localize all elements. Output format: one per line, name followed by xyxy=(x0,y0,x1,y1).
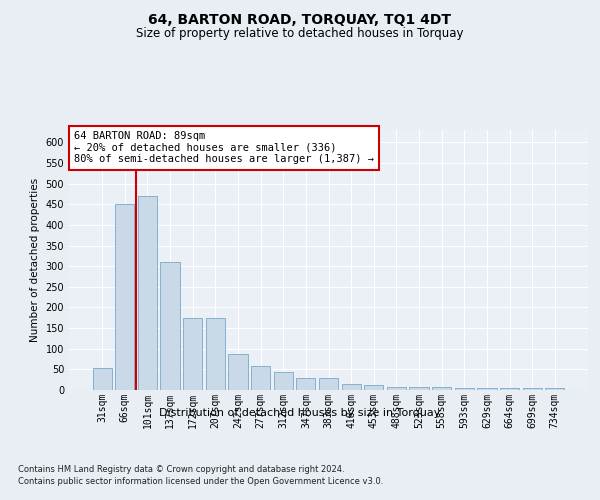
Bar xyxy=(341,384,361,390)
Text: Distribution of detached houses by size in Torquay: Distribution of detached houses by size … xyxy=(160,408,440,418)
Bar xyxy=(500,388,519,390)
Bar xyxy=(455,388,474,390)
Text: 64 BARTON ROAD: 89sqm
← 20% of detached houses are smaller (336)
80% of semi-det: 64 BARTON ROAD: 89sqm ← 20% of detached … xyxy=(74,132,374,164)
Bar xyxy=(477,388,497,390)
Y-axis label: Number of detached properties: Number of detached properties xyxy=(30,178,40,342)
Text: Contains HM Land Registry data © Crown copyright and database right 2024.: Contains HM Land Registry data © Crown c… xyxy=(18,465,344,474)
Bar xyxy=(183,318,202,390)
Bar xyxy=(387,386,406,390)
Bar xyxy=(296,378,316,390)
Text: Contains public sector information licensed under the Open Government Licence v3: Contains public sector information licen… xyxy=(18,478,383,486)
Bar xyxy=(92,368,112,390)
Bar xyxy=(115,204,134,390)
Bar xyxy=(160,262,180,390)
Bar xyxy=(545,388,565,390)
Bar xyxy=(229,354,248,390)
Bar xyxy=(251,366,270,390)
Bar xyxy=(319,378,338,390)
Bar xyxy=(138,196,157,390)
Bar xyxy=(432,386,451,390)
Text: 64, BARTON ROAD, TORQUAY, TQ1 4DT: 64, BARTON ROAD, TORQUAY, TQ1 4DT xyxy=(149,12,452,26)
Bar xyxy=(206,318,225,390)
Bar xyxy=(523,388,542,390)
Text: Size of property relative to detached houses in Torquay: Size of property relative to detached ho… xyxy=(136,28,464,40)
Bar xyxy=(409,386,428,390)
Bar xyxy=(274,372,293,390)
Bar xyxy=(364,384,383,390)
